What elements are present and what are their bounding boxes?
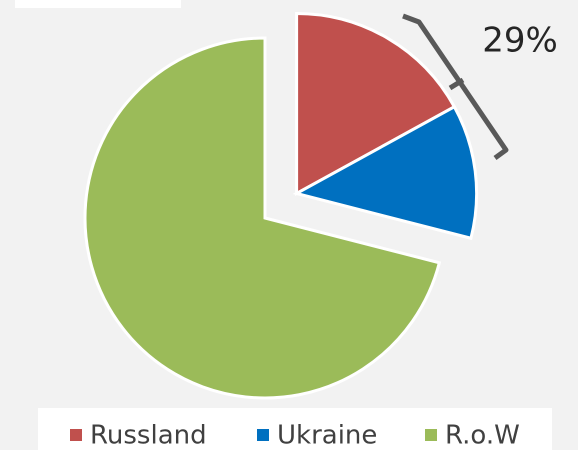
legend-box: [38, 408, 552, 450]
bracket: [402, 13, 509, 161]
legend-label: R.o.W: [445, 421, 520, 450]
pie-slice: [292, 104, 479, 241]
legend-label: Russland: [90, 421, 207, 450]
annotation: 29%: [482, 21, 558, 61]
title-box: [15, 0, 181, 8]
legend-marker: [257, 429, 269, 441]
pie-slice: [295, 11, 457, 197]
legend-marker: [70, 429, 82, 441]
pie-slice: [83, 36, 442, 400]
legend-marker: [425, 429, 437, 441]
legend-label: Ukraine: [277, 421, 377, 450]
